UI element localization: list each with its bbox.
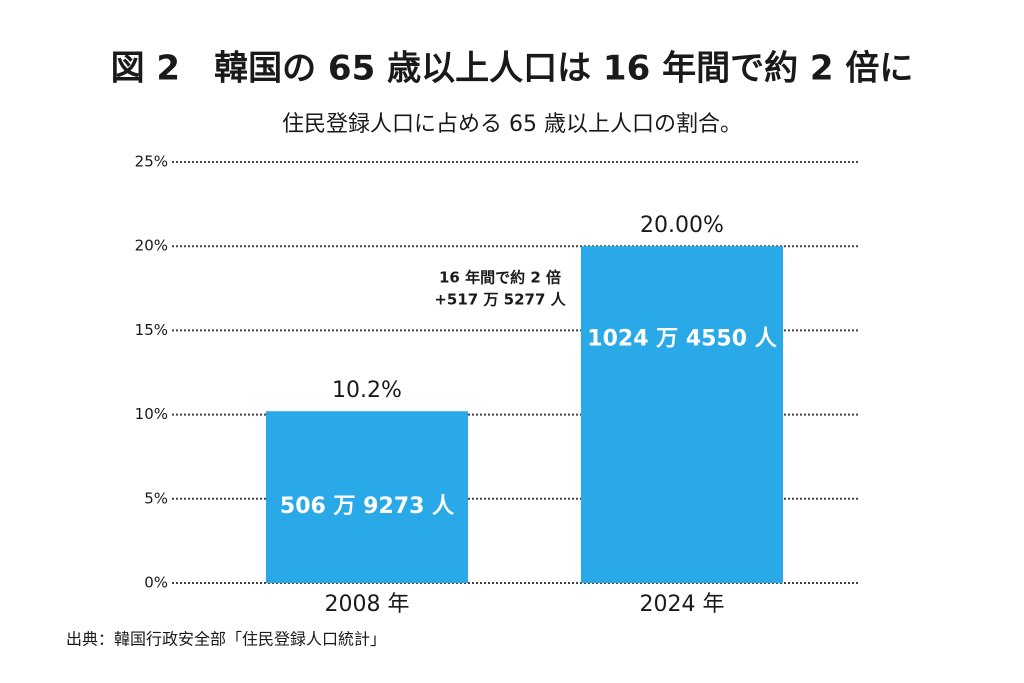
y-tick-label: 0% — [144, 574, 168, 592]
annotation: 16 年間で約 2 倍 — [439, 269, 561, 287]
x-tick-label: 2008 年 — [325, 592, 410, 617]
source-note: 出典：韓国行政安全部「住民登録人口統計」 — [66, 630, 386, 649]
bar-label: 506 万 9273 人 — [280, 494, 454, 519]
y-tick-label: 25% — [135, 153, 168, 171]
x-tick-label: 2024 年 — [640, 592, 725, 617]
value-label: 10.2% — [332, 378, 402, 403]
y-tick-label: 15% — [135, 321, 168, 339]
y-tick-label: 20% — [135, 237, 168, 255]
bar-label: 1024 万 4550 人 — [587, 327, 776, 352]
y-tick-label: 5% — [144, 489, 168, 507]
chart-subtitle: 住民登録人口に占める 65 歳以上人口の割合。 — [282, 112, 742, 137]
y-tick-label: 10% — [135, 405, 168, 423]
annotation: +517 万 5277 人 — [434, 291, 566, 309]
chart-title: 図 2 韓国の 65 歳以上人口は 16 年間で約 2 倍に — [111, 49, 914, 89]
bar — [581, 246, 783, 583]
value-label: 20.00% — [640, 213, 724, 238]
bar — [266, 411, 468, 583]
